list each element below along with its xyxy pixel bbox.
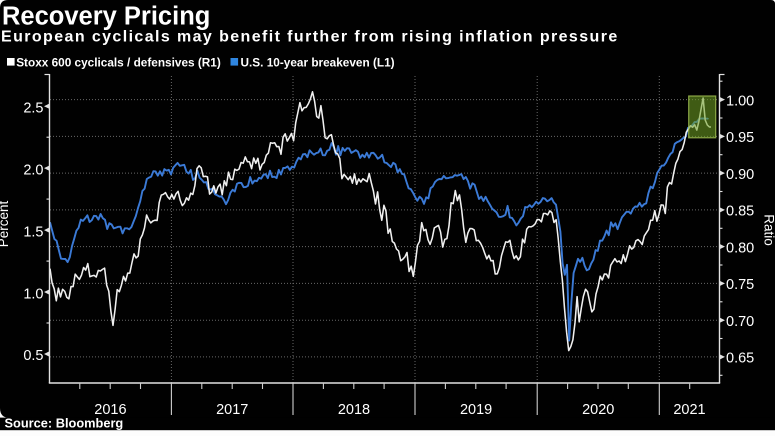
svg-text:2017: 2017 (216, 402, 248, 418)
svg-text:2.5: 2.5 (23, 100, 43, 116)
svg-text:2019: 2019 (460, 402, 492, 418)
svg-text:0.95: 0.95 (726, 130, 754, 146)
svg-text:Recovery Pricing: Recovery Pricing (2, 3, 210, 31)
svg-text:Ratio: Ratio (762, 214, 775, 246)
svg-text:1.0: 1.0 (23, 286, 43, 302)
svg-text:0.70: 0.70 (726, 314, 754, 330)
svg-text:Percent: Percent (0, 200, 11, 247)
svg-text:1.5: 1.5 (23, 224, 43, 240)
svg-text:1.00: 1.00 (726, 93, 754, 109)
svg-text:0.85: 0.85 (726, 204, 754, 220)
svg-text:0.75: 0.75 (726, 277, 754, 293)
svg-text:2020: 2020 (582, 402, 614, 418)
svg-text:European cyclicals may benefit: European cyclicals may benefit further f… (1, 28, 619, 45)
svg-text:Stoxx 600 cyclicals / defensiv: Stoxx 600 cyclicals / defensives (R1) (16, 55, 221, 69)
svg-text:0.65: 0.65 (726, 351, 754, 367)
svg-text:0.90: 0.90 (726, 167, 754, 183)
svg-text:2021: 2021 (673, 402, 705, 418)
svg-text:2018: 2018 (338, 402, 370, 418)
svg-text:0.5: 0.5 (23, 348, 43, 364)
svg-text:2.0: 2.0 (23, 162, 43, 178)
svg-text:Source: Bloomberg: Source: Bloomberg (5, 416, 124, 431)
svg-text:0.80: 0.80 (726, 240, 754, 256)
svg-text:U.S. 10-year breakeven (L1): U.S. 10-year breakeven (L1) (241, 55, 395, 69)
